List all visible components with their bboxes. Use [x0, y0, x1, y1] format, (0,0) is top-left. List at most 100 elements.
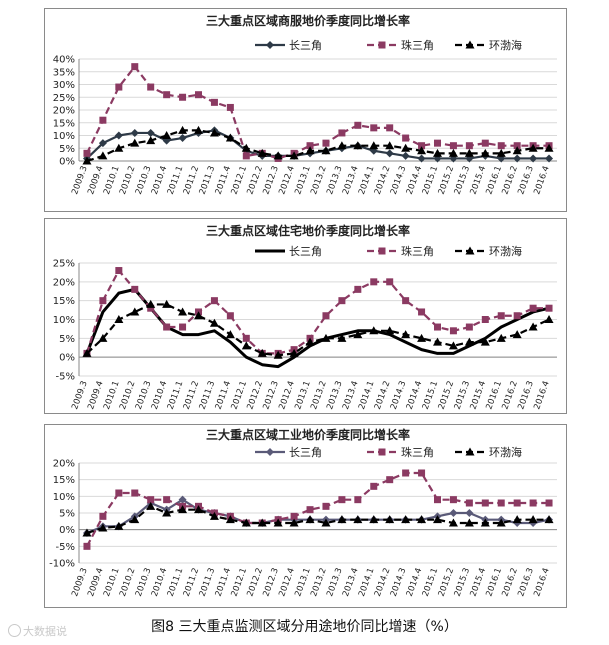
- residential-land-chart-panel: 三大重点区域住宅地价季度同比增长率 -5% 0% 5% 10% 15% 20% 25% 2009…: [44, 218, 567, 414]
- data-point: [480, 337, 490, 346]
- y-tick-label: 10%: [53, 315, 75, 326]
- y-tick-label: 40%: [53, 55, 75, 66]
- data-point: [162, 131, 172, 139]
- data-point: [178, 495, 187, 504]
- industrial-land-chart-panel: 三大重点区域工业地价季度同比增长率 -10% -5% 0% 5% 10% 15% 20% 200…: [44, 424, 567, 608]
- data-point: [83, 149, 91, 157]
- y-tick-label: 10%: [53, 131, 75, 142]
- data-point: [194, 125, 203, 134]
- data-point: [528, 143, 538, 152]
- data-point: [210, 297, 218, 305]
- data-point: [434, 139, 441, 147]
- data-point: [464, 518, 474, 527]
- data-point: [369, 141, 379, 150]
- y-tick-label: 25%: [53, 93, 75, 104]
- legend-marker: [465, 447, 475, 456]
- data-point: [130, 138, 140, 147]
- data-point: [369, 326, 379, 335]
- data-point: [289, 348, 299, 357]
- data-point: [513, 154, 522, 163]
- data-point: [98, 523, 108, 532]
- data-point: [130, 307, 140, 316]
- data-point: [115, 489, 123, 497]
- data-point: [289, 151, 299, 160]
- data-point: [480, 518, 490, 527]
- series-环渤海: [82, 299, 554, 359]
- y-tick-label: -5%: [56, 542, 75, 553]
- y-tick-label: 5%: [59, 509, 75, 520]
- series-环渤海: [82, 125, 554, 165]
- data-point: [115, 267, 123, 275]
- legend-marker: [266, 41, 274, 49]
- data-point: [179, 93, 187, 101]
- legend-label: 珠三角: [401, 38, 434, 52]
- data-point: [321, 333, 331, 342]
- data-point: [386, 278, 394, 286]
- series-line: [85, 65, 550, 160]
- data-point: [337, 141, 347, 150]
- data-point: [386, 124, 394, 132]
- data-point: [464, 337, 474, 346]
- data-point: [99, 512, 107, 520]
- series-line: [86, 498, 550, 535]
- data-point: [529, 499, 537, 507]
- data-point: [147, 83, 155, 91]
- data-point: [385, 149, 394, 158]
- data-point: [337, 515, 347, 524]
- legend-marker: [465, 246, 475, 255]
- data-point: [417, 154, 426, 163]
- data-point: [544, 315, 554, 323]
- data-point: [225, 133, 235, 142]
- data-point: [98, 139, 107, 148]
- watermark: 大数据说: [8, 623, 67, 639]
- data-point: [82, 528, 92, 537]
- data-point: [147, 496, 155, 504]
- y-tick-label: 25%: [53, 259, 75, 270]
- data-point: [82, 348, 92, 357]
- y-tick-label: 0%: [59, 353, 75, 364]
- data-point: [130, 515, 140, 524]
- data-point: [273, 151, 283, 160]
- data-point: [209, 128, 219, 137]
- data-point: [448, 518, 458, 527]
- y-tick-label: 20%: [53, 277, 75, 288]
- y-tick-label: 20%: [53, 106, 75, 117]
- data-point: [417, 515, 427, 524]
- data-point: [480, 148, 490, 157]
- data-point: [241, 518, 251, 527]
- data-point: [481, 139, 489, 147]
- data-point: [497, 312, 505, 320]
- data-point: [418, 469, 426, 477]
- data-point: [545, 304, 553, 312]
- data-point: [434, 496, 441, 504]
- data-point: [496, 518, 506, 527]
- data-point: [417, 146, 427, 155]
- data-point: [115, 83, 123, 91]
- data-point: [225, 515, 235, 524]
- data-point: [99, 116, 107, 124]
- data-point: [386, 476, 394, 484]
- data-point: [147, 304, 155, 312]
- data-point: [465, 142, 473, 150]
- data-point: [465, 509, 474, 517]
- legend-label: 环渤海: [489, 244, 522, 258]
- data-point: [402, 469, 410, 477]
- data-point: [273, 350, 283, 359]
- legend-marker: [378, 247, 386, 255]
- y-tick-label: 10%: [53, 492, 75, 503]
- data-point: [338, 129, 346, 137]
- data-point: [290, 512, 298, 520]
- data-point: [353, 330, 363, 339]
- legend-label: 珠三角: [401, 244, 434, 258]
- data-point: [497, 499, 505, 507]
- data-point: [385, 326, 395, 335]
- data-point: [322, 502, 330, 510]
- legend-marker: [378, 448, 386, 456]
- data-point: [496, 148, 506, 157]
- chart-title: 三大重点区域住宅地价季度同比增长率: [206, 223, 410, 238]
- y-tick-label: 5%: [59, 334, 75, 345]
- data-point: [401, 515, 411, 524]
- data-point: [131, 63, 139, 71]
- series-珠三角: [83, 63, 553, 162]
- data-point: [162, 299, 172, 308]
